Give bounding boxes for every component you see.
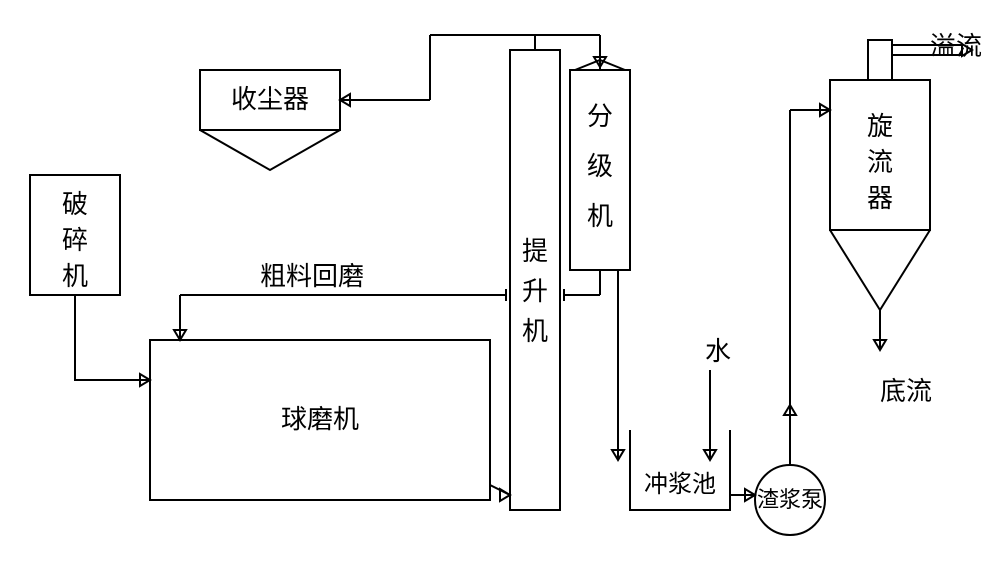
svg-text:旋: 旋 [867, 112, 893, 141]
svg-text:器: 器 [867, 184, 893, 213]
svg-text:机: 机 [62, 262, 88, 291]
svg-text:碎: 碎 [62, 226, 88, 255]
svg-text:球磨机: 球磨机 [281, 405, 359, 434]
svg-text:渣浆泵: 渣浆泵 [757, 487, 823, 512]
svg-text:升: 升 [522, 277, 548, 306]
svg-text:底流: 底流 [880, 377, 932, 406]
svg-text:破: 破 [62, 190, 88, 219]
svg-text:机: 机 [587, 202, 613, 231]
svg-text:溢流: 溢流 [930, 32, 982, 61]
svg-text:收尘器: 收尘器 [231, 85, 309, 114]
svg-text:粗料回磨: 粗料回磨 [260, 262, 364, 291]
svg-text:冲浆池: 冲浆池 [644, 471, 716, 498]
svg-text:级: 级 [587, 152, 613, 181]
svg-text:提: 提 [522, 237, 548, 266]
svg-text:分: 分 [587, 102, 613, 131]
svg-text:机: 机 [522, 317, 548, 346]
svg-text:流: 流 [867, 148, 893, 177]
svg-text:水: 水 [705, 337, 731, 366]
